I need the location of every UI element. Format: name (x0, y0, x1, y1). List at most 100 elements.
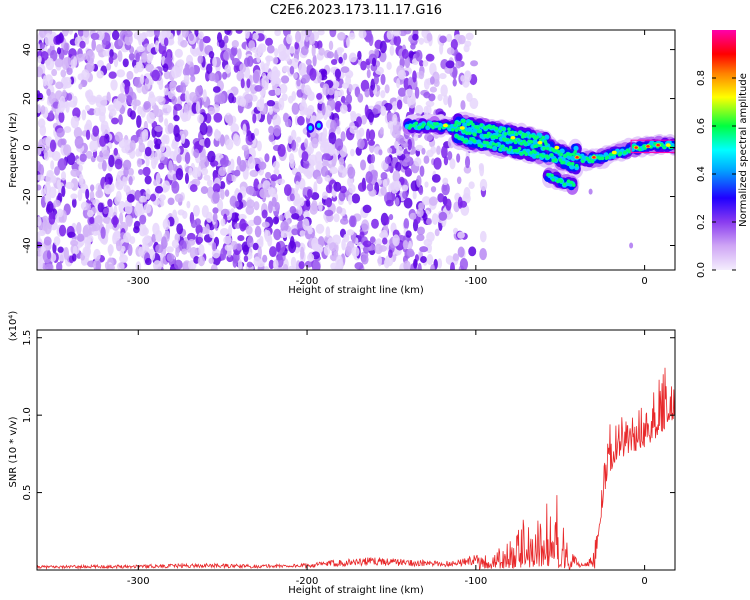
noise-blob (450, 262, 455, 270)
y-tick-label: -20 (22, 188, 33, 204)
ridge-point (518, 130, 522, 135)
noise-blob (143, 203, 152, 214)
ridge-point (471, 122, 475, 127)
noise-blob (356, 129, 362, 142)
noise-blob (291, 228, 299, 236)
noise-blob (371, 108, 378, 115)
noise-blob (439, 73, 447, 80)
noise-blob (426, 231, 435, 243)
ridge-point (467, 126, 473, 133)
ridge-point (559, 148, 565, 154)
noise-blob (232, 133, 239, 146)
noise-blob (322, 191, 328, 200)
noise-blob (311, 237, 319, 250)
noise-blob (62, 76, 72, 86)
noise-blob (51, 68, 58, 77)
ridge-point (462, 122, 468, 128)
ridge-point (565, 152, 570, 156)
noise-blob (302, 218, 310, 231)
ridge-point (479, 144, 484, 149)
noise-blob (60, 171, 67, 181)
ridge-point (482, 140, 487, 145)
ridge-point (466, 122, 471, 127)
noise-blob (74, 135, 84, 149)
noise-blob (273, 228, 282, 241)
noise-blob (287, 95, 294, 104)
noise-blob (37, 66, 44, 78)
noise-blob (85, 188, 90, 200)
noise-blob (261, 209, 268, 219)
noise-blob (349, 215, 356, 227)
noise-blob (452, 253, 460, 262)
noise-blob (328, 132, 337, 145)
ridge-point (435, 122, 439, 126)
ridge-point (519, 141, 524, 146)
noise-blob (133, 226, 140, 234)
ridge-point (573, 145, 579, 151)
noise-blob (291, 139, 297, 151)
noise-blob (325, 197, 333, 208)
noise-blob (349, 125, 359, 134)
ridge-point (553, 158, 558, 162)
noise-blob (431, 173, 441, 183)
noise-blob (406, 248, 415, 258)
noise-blob (163, 70, 171, 80)
noise-blob (268, 133, 275, 143)
noise-blob (328, 40, 334, 51)
noise-blob (394, 180, 402, 192)
noise-blob (117, 93, 126, 104)
noise-blob (63, 247, 70, 260)
noise-blob (246, 199, 255, 209)
noise-blob (465, 32, 474, 41)
noise-blob (204, 137, 211, 149)
noise-blob (361, 254, 369, 265)
noise-blob (223, 50, 230, 61)
noise-blob (299, 197, 305, 207)
noise-blob (447, 95, 452, 108)
noise-blob (242, 123, 247, 136)
noise-blob (456, 153, 461, 163)
noise-blob (437, 193, 445, 203)
noise-blob (389, 45, 395, 56)
noise-blob (237, 48, 242, 60)
noise-blob (284, 211, 290, 220)
noise-blob (167, 122, 174, 134)
noise-blob (205, 223, 210, 235)
noise-blob (277, 143, 286, 157)
noise-blob (58, 111, 65, 123)
noise-blob (370, 63, 378, 72)
noise-blob (76, 233, 85, 242)
noise-blob (103, 184, 113, 195)
noise-blob (330, 262, 338, 270)
noise-blob (171, 239, 179, 249)
noise-blob (331, 80, 340, 89)
noise-blob (413, 258, 418, 269)
noise-blob (205, 211, 213, 223)
noise-blob (246, 261, 253, 268)
noise-blob (232, 258, 238, 268)
y-tick-label: 1.5 (22, 330, 33, 346)
noise-blob (272, 124, 282, 137)
noise-blob (358, 30, 367, 39)
snr-x-label: Height of straight line (km) (288, 585, 424, 596)
noise-blob (183, 103, 189, 113)
noise-blob (310, 192, 320, 200)
noise-blob (254, 85, 263, 92)
noise-blob (166, 51, 171, 64)
noise-blob (38, 229, 46, 237)
noise-blob (171, 181, 180, 194)
noise-blob (211, 241, 217, 252)
colorbar-tick-label: 0.0 (696, 262, 707, 278)
noise-blob (174, 193, 184, 203)
noise-blob (213, 112, 223, 123)
noise-blob (446, 47, 455, 55)
noise-blob (415, 49, 423, 62)
ridge-point (563, 154, 567, 158)
noise-blob (289, 193, 295, 202)
noise-blob (121, 145, 129, 154)
noise-blob (380, 171, 388, 181)
noise-blob (445, 198, 452, 211)
noise-blob (468, 246, 477, 257)
noise-blob (304, 260, 313, 268)
noise-blob (138, 169, 144, 176)
